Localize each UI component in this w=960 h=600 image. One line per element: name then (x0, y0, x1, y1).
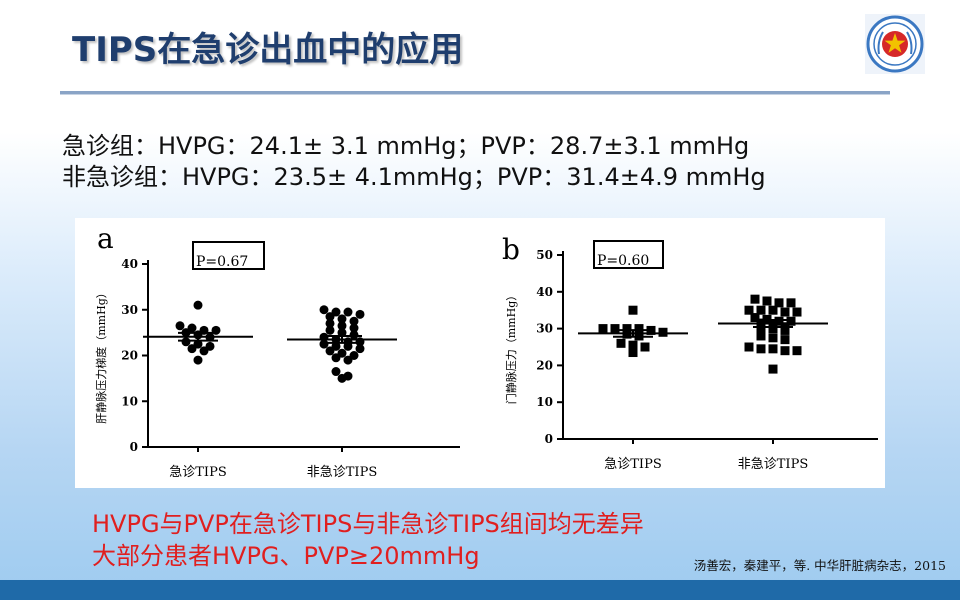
citation: 汤善宏，秦建平，等. 中华肝脏病杂志，2015 (693, 558, 946, 573)
data-point (786, 298, 796, 308)
data-point (319, 305, 329, 315)
chart-panel: 0 10 20 30 40 急诊TIPS 非急诊TIPS a 肝静脉压力梯度（mmHg） P=0.… (75, 218, 885, 488)
y-tick-label: 10 (536, 395, 553, 409)
data-point (756, 305, 766, 315)
data-point (337, 314, 347, 324)
title-divider (60, 91, 890, 94)
data-point (325, 346, 335, 356)
y-axis-label: 门静脉压力（mmHg） (504, 290, 518, 405)
data-point (343, 355, 353, 365)
data-point (610, 324, 620, 334)
y-tick-label: 0 (130, 440, 138, 454)
data-point (337, 373, 347, 383)
panel-label: a (97, 222, 114, 255)
data-point (343, 307, 353, 317)
stats-line-emergency: 急诊组：HVPG：24.1± 3.1 mmHg；PVP：28.7±3.1 mmH… (62, 132, 750, 160)
military-hospital-emblem-icon (865, 14, 925, 74)
data-point (325, 325, 335, 335)
data-point (337, 321, 347, 331)
conclusion-line-2: 大部分患者HVPG、PVP≥20mmHg (92, 542, 480, 570)
data-point (616, 338, 626, 348)
data-point (331, 353, 341, 363)
data-point (628, 340, 638, 350)
data-point (768, 364, 778, 374)
x-tick-label: 急诊TIPS (604, 457, 661, 472)
y-tick-label: 30 (121, 303, 138, 317)
data-point (780, 325, 790, 335)
y-axis-label: 肝静脉压力梯度（mmHg） (94, 287, 108, 424)
y-tick-label: 20 (536, 358, 553, 372)
data-point (780, 346, 790, 356)
data-point (750, 313, 760, 323)
y-tick-label: 20 (121, 349, 138, 363)
y-tick-label: 50 (536, 248, 553, 262)
data-point (319, 339, 329, 349)
p-value-box (192, 241, 265, 270)
scatter-charts: 0 10 20 30 40 急诊TIPS 非急诊TIPS a 肝静脉压力梯度（mmHg） P=0.… (94, 222, 878, 480)
data-point (199, 346, 209, 356)
x-tick-label: 非急诊TIPS (738, 457, 808, 472)
data-point (628, 348, 638, 358)
data-point (768, 305, 778, 315)
p-value-box (593, 240, 664, 269)
slide-title: TIPS在急诊出血中的应用 (72, 30, 464, 70)
data-point (756, 331, 766, 341)
y-tick-label: 10 (121, 394, 138, 408)
y-tick-label: 30 (536, 322, 553, 336)
data-point (756, 344, 766, 354)
y-tick-label: 40 (121, 257, 138, 271)
data-point (774, 298, 784, 308)
data-point (744, 342, 754, 352)
data-point (337, 328, 347, 338)
data-point (349, 323, 359, 333)
data-point (762, 296, 772, 306)
data-point (640, 342, 650, 352)
data-point (756, 324, 766, 334)
data-point (768, 324, 778, 334)
data-point (193, 355, 203, 365)
y-tick-label: 40 (536, 285, 553, 299)
data-point (355, 344, 365, 354)
p-value-label: P=0.60 (597, 253, 649, 269)
data-point (780, 307, 790, 317)
data-point (349, 316, 359, 326)
stats-line-non-emergency: 非急诊组：HVPG：23.5± 4.1mmHg；PVP：31.4±4.9 mmH… (62, 163, 766, 191)
data-point (325, 318, 335, 328)
x-tick-label: 非急诊TIPS (307, 465, 377, 480)
title-divider-shadow (60, 94, 890, 95)
data-point (187, 344, 197, 354)
data-point (780, 335, 790, 345)
data-point (658, 327, 668, 337)
data-point (598, 324, 608, 334)
data-point (628, 305, 638, 315)
data-point (792, 346, 802, 356)
data-point (634, 324, 644, 334)
data-point (331, 367, 341, 377)
data-point (750, 294, 760, 304)
data-point (343, 341, 353, 351)
y-tick-label: 0 (545, 432, 553, 446)
data-point (792, 307, 802, 317)
data-point (744, 305, 754, 315)
p-value-label: P=0.67 (196, 254, 248, 270)
data-point (355, 309, 365, 319)
data-point (622, 324, 632, 334)
data-point (768, 333, 778, 343)
panel-label: b (502, 233, 520, 266)
data-point (325, 312, 335, 322)
footer-bar (0, 580, 960, 600)
conclusion-line-1: HVPG与PVP在急诊TIPS与非急诊TIPS组间均无差异 (92, 510, 644, 538)
data-point (786, 316, 796, 326)
data-point (181, 337, 191, 347)
x-tick-label: 急诊TIPS (169, 465, 226, 480)
data-point (774, 316, 784, 326)
data-point (193, 300, 203, 310)
data-point (768, 344, 778, 354)
data-point (175, 321, 185, 331)
data-point (349, 330, 359, 340)
